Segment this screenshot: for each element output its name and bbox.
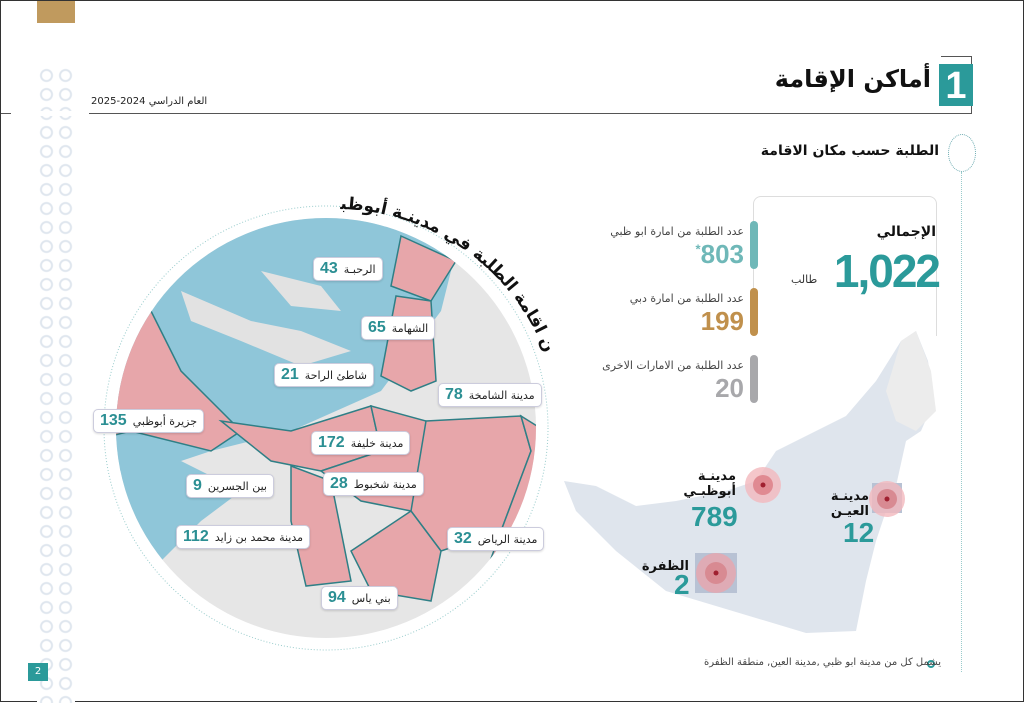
- stat-bar-other: [750, 355, 758, 403]
- stat-value: 20: [715, 373, 744, 403]
- district-label: الرحبـة 43: [313, 257, 383, 281]
- section-marker: [948, 134, 976, 172]
- section-subtitle: الطلبة حسب مكان الاقامة: [760, 143, 939, 159]
- page-number: 2: [28, 663, 48, 681]
- uae-map: [564, 331, 936, 633]
- district-label: مدينة الشامخة 78: [438, 383, 542, 407]
- region-value: 789: [691, 501, 738, 532]
- page-title: أماكن الإقامة: [774, 65, 931, 93]
- stat-value: *803: [695, 239, 744, 269]
- region-label: مدينـة أبوظبـي: [683, 469, 736, 499]
- total-unit: طالب: [791, 273, 818, 286]
- section-number: 1: [939, 64, 973, 107]
- marker-alain: [869, 481, 905, 517]
- decorative-pattern: [37, 66, 75, 703]
- district-label: مدينة شخبوط 28: [323, 472, 424, 496]
- gold-tab: [37, 1, 75, 23]
- region-label: مدينـة العيـن: [830, 489, 869, 519]
- stat-bar-abudhabi: [750, 221, 758, 269]
- stat-bar-dubai: [750, 288, 758, 336]
- district-label: مدينة الرياض 32: [447, 527, 545, 551]
- stat-label: عدد الطلبة من الامارات الاخرى: [602, 359, 744, 372]
- bullet-icon: [927, 660, 935, 668]
- region-value: 2: [674, 569, 690, 600]
- academic-year: العام الدراسي 2024-2025: [91, 96, 208, 107]
- marker-dhafra: [695, 553, 737, 593]
- district-label: شاطئ الراحة 21: [274, 363, 375, 387]
- total-value: 1,022: [833, 245, 941, 297]
- region-value: 12: [843, 517, 875, 548]
- district-label: مدينة محمد بن زايد 112: [176, 525, 311, 549]
- total-label: الإجمالي: [876, 224, 936, 240]
- district-label: الشهامة 65: [361, 316, 436, 340]
- region-label: الظفرة: [641, 559, 689, 574]
- stat-label: عدد الطلبة من امارة ابو ظبي: [610, 225, 744, 238]
- marker-abudhabi: [745, 467, 781, 503]
- district-label: بني ياس 94: [321, 586, 398, 610]
- footnote: يشمل كل من مدينة ابو ظبي ,مدينة العين, م…: [703, 657, 941, 668]
- district-label: مدينة خليفة 172: [311, 431, 411, 455]
- district-label: بين الجسرين 9: [186, 474, 274, 498]
- header-divider: [1, 113, 971, 114]
- district-label: جزيرة أبوظبي 135: [93, 409, 205, 433]
- stat-label: عدد الطلبة من امارة دبي: [629, 292, 744, 305]
- abudhabi-city-map: مكان اقامة الطلبة في مدينـة أبوظبـي: [91, 191, 559, 651]
- stat-value: 199: [700, 306, 744, 336]
